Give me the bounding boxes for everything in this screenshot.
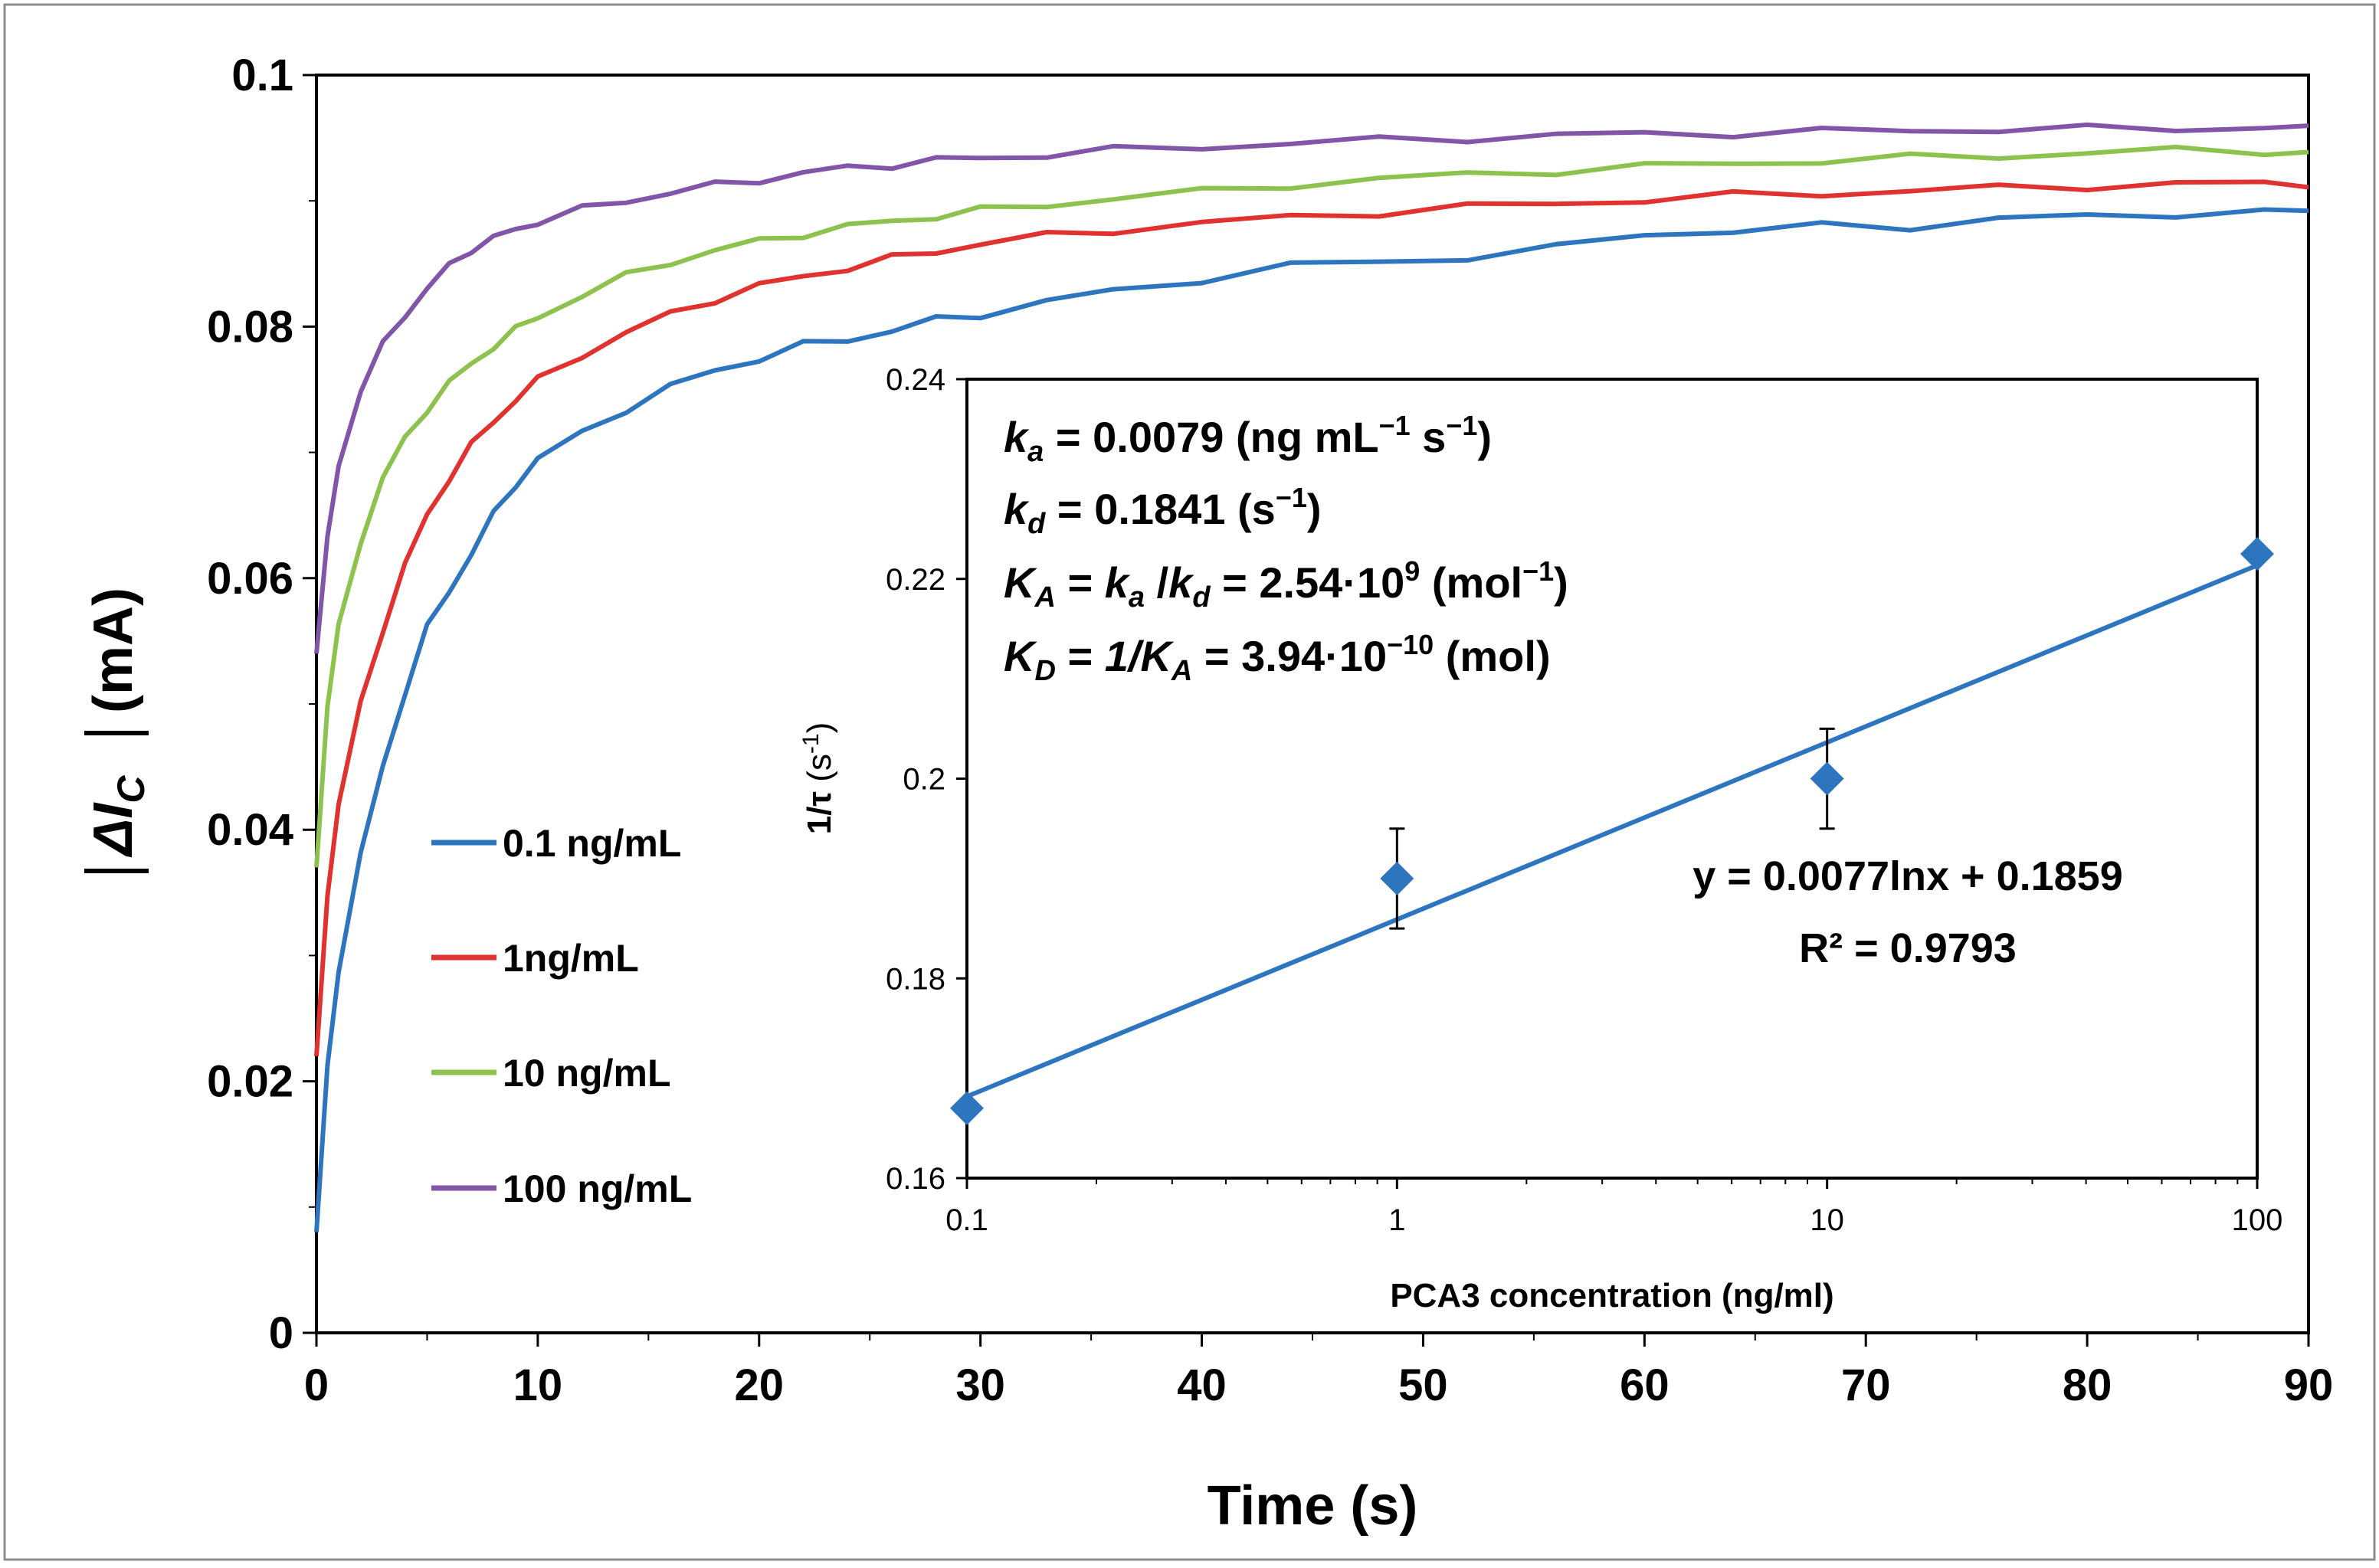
main-y-tick-label: 0.1 [231, 51, 293, 100]
legend-label-4: 100 ng/mL [503, 1167, 692, 1210]
y-title-sub: C [110, 775, 152, 804]
legend-label-2: 1ng/mL [503, 937, 639, 980]
main-x-tick-label: 40 [1177, 1360, 1227, 1410]
inset-x-tick-label: 0.1 [945, 1203, 988, 1237]
fit-r2: R² = 0.9793 [1799, 925, 2017, 971]
main-x-tick-label: 20 [735, 1360, 785, 1410]
series-line-4 [314, 122, 2309, 654]
inset-y-title-main: 1/τ [801, 791, 838, 834]
main-x-tick-label: 70 [1841, 1360, 1891, 1410]
inset-y-title-text: 1/τ (s-1) [798, 722, 838, 835]
inset-points-group [950, 537, 2274, 1125]
main-y-tick-label: 0.06 [207, 554, 293, 604]
inset-y-title-space [801, 782, 838, 791]
inset-fit-line [965, 563, 2259, 1099]
main-x-tick-label: 50 [1398, 1360, 1448, 1410]
main-y-tick-label: 0.04 [207, 805, 293, 855]
series-line-1 [314, 207, 2309, 1232]
inset-y-tick-label: 0.2 [903, 763, 945, 797]
inset-data-point-4 [2240, 537, 2274, 571]
annotation-KA: KA = ka /kd = 2.54·109 (mol−1) [1004, 555, 1568, 614]
inset-x-tick-label: 100 [2232, 1203, 2283, 1237]
inset-x-axis-title: PCA3 concentration (ng/ml) [1390, 1277, 1833, 1314]
inset-axis-ticks: 0.1 1 10 100 0.16 0.18 0.2 0.22 0.24 [886, 363, 2282, 1237]
main-y-tick-label: 0 [269, 1308, 293, 1358]
main-axis-ticks: 0 10 20 30 40 50 60 70 80 90 0 0.02 0.04 0.06 0.08 0.1 [207, 51, 2333, 1410]
main-x-tick-label: 0 [304, 1360, 329, 1410]
inset-y-tick-label: 0.18 [886, 962, 945, 996]
y-title-delta: Δ [83, 819, 144, 858]
main-x-tick-label: 90 [2284, 1360, 2334, 1410]
series-line-3 [314, 144, 2309, 868]
series-line-2 [314, 179, 2309, 1057]
main-x-tick-label: 80 [2063, 1360, 2112, 1410]
main-x-tick-label: 60 [1620, 1360, 1670, 1410]
main-x-tick-label: 10 [513, 1360, 563, 1410]
inset-y-tick-label: 0.24 [886, 363, 945, 397]
main-y-axis-title: ΔIC (mA) [83, 588, 152, 873]
inset-data-point-3 [1810, 761, 1844, 796]
y-title-unit: (mA) [83, 588, 144, 713]
inset-y-axis-title: 1/τ (s-1) [798, 722, 838, 835]
main-x-tick-label: 30 [955, 1360, 1005, 1410]
inset-data-point-1 [950, 1091, 984, 1125]
annotation-kd: kd = 0.1841 (s−1) [1004, 482, 1322, 540]
y-title-var: I [83, 802, 144, 819]
legend-label-1: 0.1 ng/mL [503, 822, 681, 865]
inset-y-tick-label: 0.22 [886, 563, 945, 597]
main-x-axis-title: Time (s) [1208, 1475, 1418, 1537]
main-series-group [314, 122, 2309, 1232]
annotation-KD: KD = 1/KA = 3.94·10−10 (mol) [1004, 629, 1551, 687]
inset-y-tick-label: 0.16 [886, 1162, 945, 1196]
legend: 0.1 ng/mL 1ng/mL 10 ng/mL 100 ng/mL [431, 822, 692, 1210]
legend-label-3: 10 ng/mL [503, 1052, 670, 1095]
main-y-tick-label: 0.02 [207, 1057, 293, 1107]
inset-x-tick-label: 10 [1810, 1203, 1844, 1237]
inset-data-point-2 [1380, 861, 1414, 895]
y-title-main: ΔIC [83, 775, 152, 858]
inset-y-title-unit: (s [801, 754, 838, 782]
fit-equation: y = 0.0077lnx + 0.1859 [1692, 853, 2122, 899]
main-y-tick-label: 0.08 [207, 302, 293, 352]
inset-fit-group [965, 563, 2259, 1099]
inset-y-title-unit-close: ) [801, 722, 838, 734]
inset-y-title-unit-exp: -1 [798, 733, 824, 754]
annotation-ka: ka = 0.0079 (ng mL−1 s−1) [1004, 410, 1492, 468]
inset-x-tick-label: 1 [1388, 1203, 1405, 1237]
